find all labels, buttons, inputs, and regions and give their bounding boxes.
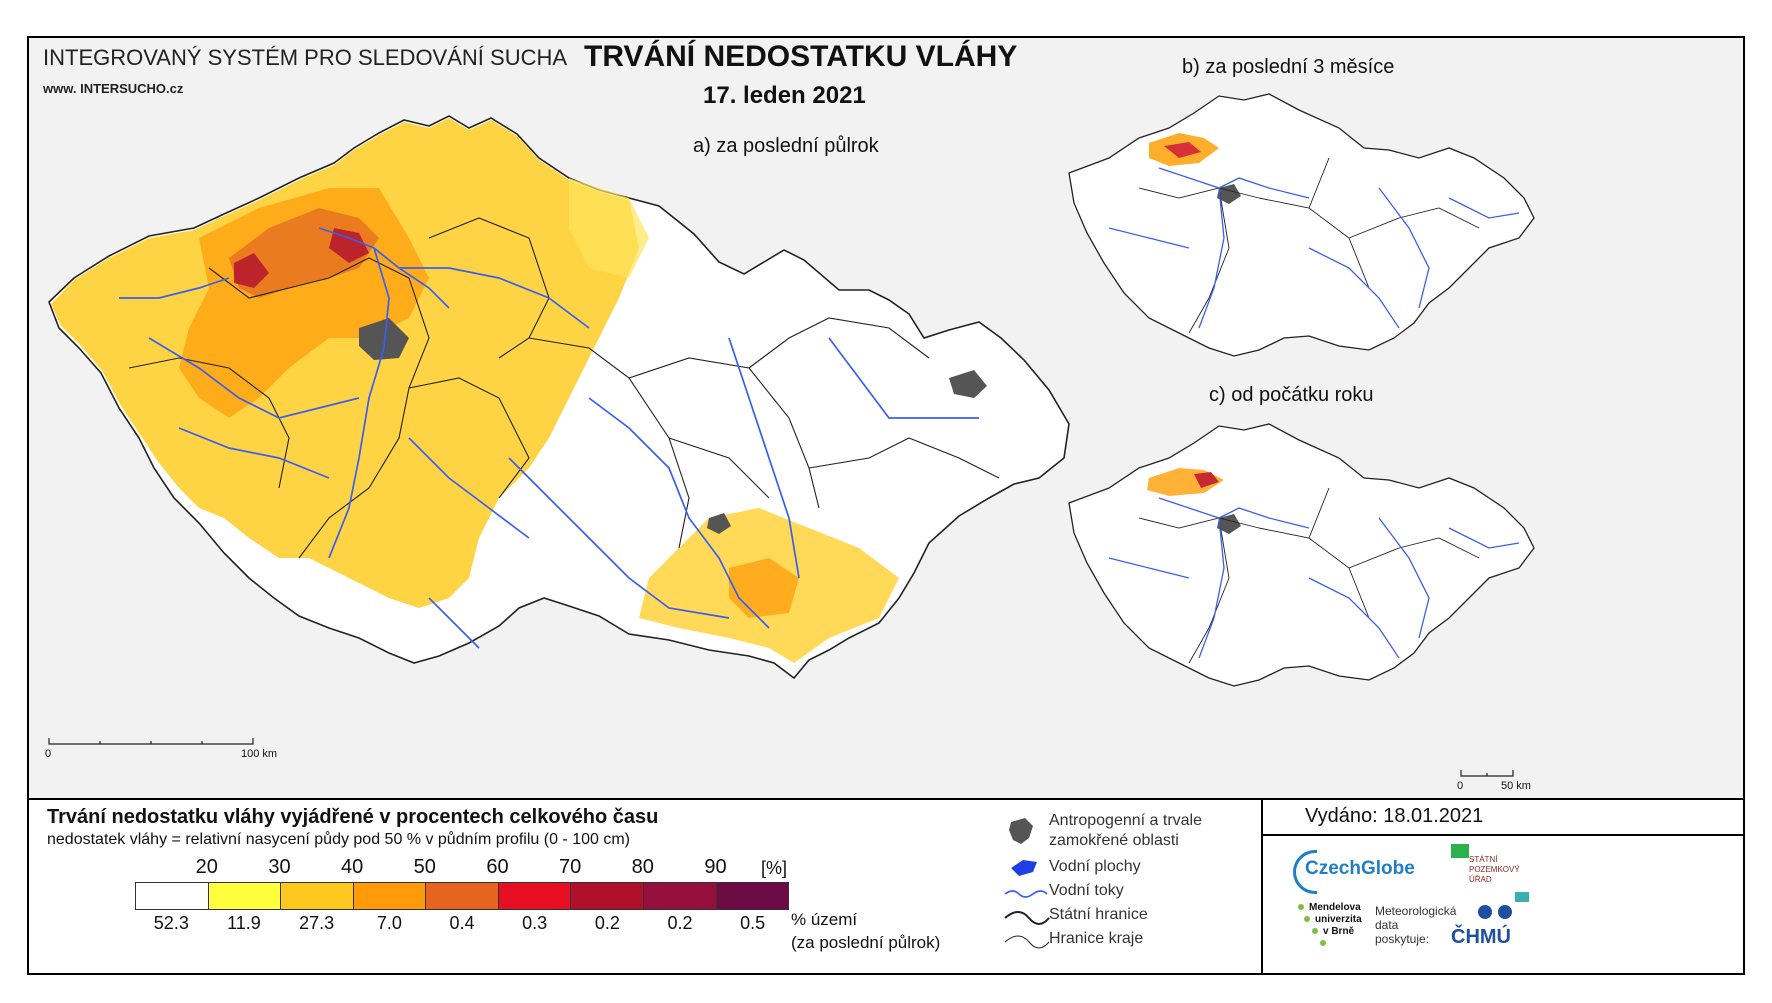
legend-color-segment: [425, 883, 498, 909]
mendel-dots-svg: [1298, 904, 1512, 946]
spu-text-1: STÁTNÍ: [1469, 855, 1498, 864]
rivers-label: Vodní toky: [1049, 882, 1124, 899]
legend-area-value: 0.2: [594, 913, 620, 933]
legend-area-value: 0.3: [522, 913, 548, 933]
dryness-spot: [569, 178, 649, 278]
website-link[interactable]: www. INTERSUCHO.cz: [43, 81, 184, 96]
map-b-label: b) za poslední 3 měsíce: [1182, 56, 1395, 78]
map-c: [1068, 423, 1535, 687]
legend-area-value: 0.5: [740, 913, 766, 933]
spu-accent-icon: [1515, 892, 1529, 902]
chmu-logo: ČHMÚ: [1451, 926, 1511, 948]
scale-main-start: 0: [45, 748, 52, 760]
state-border-label: Státní hranice: [1049, 906, 1148, 923]
water-bodies-label: Vodní plochy: [1049, 858, 1141, 875]
legend-threshold-label: 30: [268, 856, 291, 878]
legend-threshold-label: 90: [704, 856, 727, 878]
river-symbol: [1004, 890, 1048, 898]
issued-box: [1261, 800, 1743, 836]
scale-main-end: 100 km: [241, 748, 278, 760]
legend-color-segment: [207, 883, 281, 909]
map-c-drought-core: [1194, 472, 1219, 488]
map-a-label: a) za poslední půlrok: [693, 135, 879, 157]
scale-bar-small: [1460, 770, 1514, 777]
scale-bar-main: [48, 738, 254, 745]
legend-area-value: 27.3: [299, 913, 335, 933]
mendel-text-2: univerzita: [1315, 914, 1362, 925]
legend-threshold-label: 20: [195, 856, 218, 878]
region-borders: [128, 217, 1000, 559]
map-c-outline: [1068, 423, 1535, 687]
logo-divider: [1261, 836, 1263, 975]
spu-text-3: ÚŘAD: [1469, 875, 1492, 884]
legend-threshold-label: 50: [413, 856, 436, 878]
legend-color-segment: [642, 883, 716, 909]
map-date: 17. leden 2021: [703, 82, 866, 109]
legend-area-value: 0.4: [449, 913, 475, 933]
map-b-outline: [1068, 93, 1535, 357]
legend-threshold-label: 80: [631, 856, 654, 878]
legend-area-period: (za poslední půlrok): [791, 933, 941, 952]
water-symbol: [1011, 860, 1037, 876]
met-text-1: Meteorologická: [1375, 904, 1457, 918]
region-border-symbol: [1004, 935, 1050, 949]
scale-small-start: 0: [1457, 780, 1464, 792]
region-border-label: Hranice kraje: [1049, 930, 1144, 947]
legend-threshold-label: 40: [341, 856, 364, 878]
legend-area-value: 52.3: [153, 913, 189, 933]
legend-color-segment: [497, 883, 571, 909]
maps-svg: [48, 93, 1535, 777]
map-b-drought-core: [1164, 142, 1201, 158]
dryness-yellow: [51, 118, 639, 608]
urban-label: Antropogenní a trvale: [1049, 812, 1202, 829]
dryness-red: [234, 228, 369, 288]
legend-panel: Trvání nedostatku vláhy vyjádřené v proc…: [29, 798, 1743, 975]
legend-threshold-label: 60: [486, 856, 509, 878]
main-map: [48, 115, 1070, 680]
legend-colorbar: [135, 882, 789, 910]
main-title: TRVÁNÍ NEDOSTATKU VLÁHY: [584, 40, 1018, 73]
legend-area-value: 7.0: [376, 913, 402, 933]
dryness-moravia-core: [729, 558, 799, 618]
legend-threshold-label: 70: [559, 856, 582, 878]
legend-area-value: 11.9: [227, 913, 261, 933]
map-b: [1068, 93, 1535, 357]
scale-small-end: 50 km: [1501, 780, 1531, 792]
legend-color-segment: [570, 883, 643, 909]
urban-symbol: [1009, 818, 1033, 844]
spu-logo-icon: [1451, 844, 1469, 858]
map-area: INTEGROVANÝ SYSTÉM PRO SLEDOVÁNÍ SUCHA w…: [29, 38, 1743, 798]
legend-color-segment: [136, 883, 208, 909]
rivers-main: [119, 227, 979, 649]
legend-area-label: % území: [791, 910, 858, 929]
mendel-text-1: Mendelova: [1309, 902, 1361, 913]
legend-title: Trvání nedostatku vláhy vyjádřené v proc…: [47, 806, 659, 828]
urban-label-2: zamokřené oblasti: [1049, 832, 1179, 849]
legend-subtitle: nedostatek vláhy = relativní nasycení pů…: [47, 831, 630, 848]
legend-unit: [%]: [761, 858, 788, 878]
legend-color-segment: [280, 883, 353, 909]
brno-area: [707, 513, 731, 534]
symbol-legend-svg: [1004, 818, 1050, 949]
legend-color-segment: [715, 883, 789, 909]
czechglobe-logo: CzechGlobe: [1305, 858, 1415, 879]
mendel-text-3: v Brně: [1323, 926, 1355, 937]
ostrava-area: [949, 370, 987, 398]
met-text-2: data: [1375, 918, 1399, 932]
system-title: INTEGROVANÝ SYSTÉM PRO SLEDOVÁNÍ SUCHA: [43, 45, 568, 70]
legend-color-segment: [352, 883, 426, 909]
spu-text-2: POZEMKOVÝ: [1469, 865, 1520, 874]
prague-area: [359, 318, 409, 360]
map-c-label: c) od počátku roku: [1209, 384, 1374, 406]
met-text-3: poskytuje:: [1375, 932, 1430, 946]
map-frame: INTEGROVANÝ SYSTÉM PRO SLEDOVÁNÍ SUCHA w…: [27, 36, 1745, 975]
issued-date: Vydáno: 18.01.2021: [1305, 805, 1484, 827]
state-border-symbol: [1004, 911, 1050, 925]
legend-area-value: 0.2: [667, 913, 693, 933]
